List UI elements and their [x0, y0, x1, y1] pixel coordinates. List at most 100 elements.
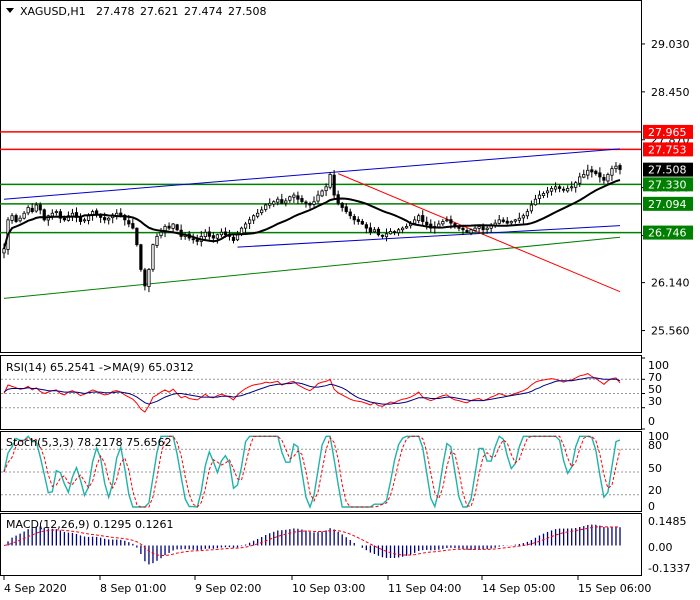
- candle-body: [62, 217, 66, 221]
- candle: [264, 203, 268, 212]
- time-tick-label: 10 Sep 03:00: [292, 582, 365, 595]
- candle-body: [606, 174, 610, 182]
- symbol-dropdown-icon[interactable]: [6, 8, 14, 13]
- candle: [131, 218, 135, 230]
- candle: [159, 227, 163, 239]
- candle-body: [195, 239, 199, 242]
- candle-body: [276, 198, 280, 203]
- candle: [521, 213, 525, 224]
- candle: [324, 183, 328, 197]
- candle-body: [66, 215, 71, 221]
- candle: [441, 219, 445, 226]
- candle: [344, 203, 348, 214]
- candle: [376, 226, 381, 237]
- candle-body: [413, 219, 417, 224]
- candle: [300, 195, 304, 204]
- candle-body: [392, 231, 397, 233]
- candle: [610, 165, 614, 181]
- price-tag-box: [643, 177, 693, 192]
- time-tick-label: 14 Sep 05:00: [482, 582, 555, 595]
- price-tag-label: 27.508: [648, 164, 687, 177]
- candle-body: [288, 196, 292, 201]
- candle-body: [356, 219, 360, 222]
- candle-body: [260, 209, 264, 214]
- candle: [558, 184, 562, 193]
- candle-body: [521, 215, 525, 219]
- candle-body: [570, 186, 574, 189]
- candle-body: [22, 212, 26, 219]
- candle: [421, 210, 425, 227]
- candle-body: [384, 233, 389, 238]
- candle-body: [328, 174, 332, 188]
- candle: [22, 211, 26, 220]
- candle-body: [578, 176, 582, 184]
- price-tag-label: 27.965: [648, 126, 687, 139]
- candle: [348, 208, 352, 220]
- ohlc-low: 27.474: [184, 5, 223, 18]
- candle-body: [549, 188, 554, 192]
- candle: [574, 180, 578, 193]
- candle: [260, 206, 264, 216]
- candle-body: [38, 204, 42, 211]
- macd-layer: 0.1485 0.00 -0.1337: [3, 515, 690, 575]
- candle-body: [320, 190, 324, 197]
- trendline-lower-blue-channel: [237, 225, 621, 248]
- candle: [296, 191, 300, 205]
- candle-body: [264, 204, 268, 210]
- candle-body: [296, 195, 300, 200]
- candle-body: [123, 214, 127, 221]
- candle-body: [541, 193, 546, 197]
- candle-body: [14, 215, 18, 222]
- candle: [618, 163, 622, 175]
- candle: [578, 172, 582, 187]
- candle-body: [485, 227, 489, 230]
- candle: [364, 222, 368, 234]
- candle-body: [352, 216, 356, 221]
- rsi-line: [3, 373, 621, 413]
- macd-signal-line: [3, 526, 621, 557]
- candle: [380, 234, 385, 239]
- candle-body: [203, 231, 207, 237]
- candle-body: [360, 221, 364, 225]
- candle: [135, 227, 139, 247]
- candle: [292, 192, 296, 203]
- main-panel-frame: [0, 0, 642, 353]
- candle-body: [324, 186, 328, 192]
- candle: [473, 225, 477, 232]
- stoch-tick-label: 50: [648, 462, 662, 475]
- candle-body: [50, 212, 54, 217]
- candle: [606, 172, 610, 184]
- ohlc-high: 27.621: [140, 5, 179, 18]
- candle-body: [171, 223, 175, 229]
- candle: [368, 222, 372, 236]
- candle-body: [602, 177, 606, 181]
- rsi-tick-label: 50: [648, 383, 662, 396]
- ohlc-open: 27.478: [96, 5, 135, 18]
- candle: [485, 225, 489, 234]
- candle: [582, 169, 586, 179]
- candle: [537, 190, 542, 204]
- stoch-tick-label: 20: [648, 484, 662, 497]
- candle-body: [231, 236, 236, 241]
- candle: [139, 243, 143, 272]
- candle-body: [582, 174, 586, 178]
- candle: [219, 228, 224, 238]
- candle: [396, 227, 401, 236]
- candle: [388, 228, 393, 235]
- candle: [384, 228, 389, 242]
- candle-body: [517, 217, 521, 221]
- candle-body: [558, 186, 562, 189]
- candle-body: [139, 244, 143, 270]
- rsi-ma-line: [3, 377, 621, 405]
- candle-body: [155, 235, 159, 246]
- candle: [284, 198, 288, 207]
- candle-body: [469, 229, 473, 234]
- price-tag: 27.094: [643, 196, 693, 211]
- candle: [14, 213, 18, 223]
- candle-body: [598, 172, 602, 178]
- candle-body: [103, 217, 107, 221]
- candle: [268, 198, 272, 209]
- macd-tick-label: 0.00: [648, 541, 673, 554]
